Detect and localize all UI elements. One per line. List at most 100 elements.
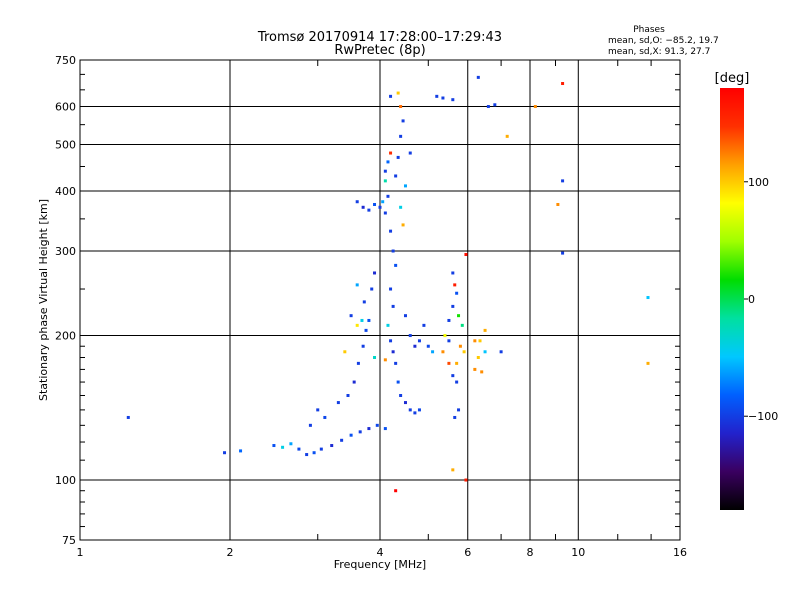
data-point — [389, 94, 393, 98]
data-point — [352, 380, 356, 384]
data-point — [346, 394, 350, 398]
data-point — [330, 444, 334, 448]
colorbar-tick-label: 0 — [748, 293, 755, 306]
x-tick-label: 1 — [77, 546, 84, 559]
chart-title: Tromsø 20170914 17:28:00–17:29:43 — [257, 30, 502, 45]
data-point — [476, 75, 480, 79]
data-point — [453, 283, 457, 287]
data-point — [447, 339, 451, 343]
data-point — [399, 394, 403, 398]
colorbar-gradient — [720, 88, 744, 510]
data-point — [455, 291, 459, 295]
data-point — [486, 105, 490, 109]
data-point — [358, 430, 362, 434]
data-point — [126, 415, 130, 419]
data-point — [386, 194, 390, 198]
data-point — [319, 447, 323, 451]
x-tick-label: 2 — [227, 546, 234, 559]
data-point — [505, 134, 509, 138]
data-point — [453, 415, 457, 419]
data-point — [383, 358, 387, 362]
data-point — [451, 304, 455, 308]
data-point — [394, 489, 398, 493]
data-point — [455, 361, 459, 365]
data-point — [355, 323, 359, 327]
data-point — [396, 380, 400, 384]
data-point — [457, 314, 461, 318]
data-point — [383, 179, 387, 183]
data-point — [394, 263, 398, 267]
data-point — [493, 103, 497, 107]
x-tick-label: 16 — [673, 546, 687, 559]
data-point — [349, 314, 353, 318]
data-point — [399, 134, 403, 138]
data-point — [483, 328, 487, 332]
data-point — [561, 251, 565, 255]
data-point — [367, 427, 371, 431]
data-point — [389, 151, 393, 155]
data-point — [408, 151, 412, 155]
data-point — [360, 318, 364, 322]
data-point — [480, 370, 484, 374]
data-point — [386, 160, 390, 164]
data-point — [316, 408, 320, 412]
y-tick-label: 600 — [55, 101, 76, 114]
data-point — [391, 249, 395, 253]
data-point — [401, 223, 405, 227]
data-point — [355, 283, 359, 287]
colorbar-ticks: 100 0 −100 — [744, 176, 778, 423]
data-point — [458, 344, 462, 348]
phases-line-o: mean, sd,O: −85.2, 19.7 — [608, 36, 719, 46]
data-point — [239, 449, 243, 453]
data-point — [349, 433, 353, 437]
data-point — [289, 442, 293, 446]
data-point — [457, 408, 461, 412]
data-point — [646, 296, 650, 300]
data-point — [533, 105, 537, 109]
y-tick-label: 75 — [62, 534, 76, 547]
data-point — [447, 318, 451, 322]
data-point — [391, 304, 395, 308]
data-point — [361, 205, 365, 209]
data-point — [455, 380, 459, 384]
x-tick-label: 6 — [464, 546, 471, 559]
data-point — [473, 339, 477, 343]
data-point — [391, 350, 395, 354]
data-point — [389, 287, 393, 291]
data-point — [464, 253, 468, 257]
data-point — [478, 339, 482, 343]
data-point — [408, 408, 412, 412]
data-point — [383, 169, 387, 173]
data-point — [464, 478, 468, 482]
x-tick-label: 4 — [377, 546, 384, 559]
colorbar-tick-label: −100 — [748, 410, 778, 423]
y-tick-label: 200 — [55, 330, 76, 343]
data-point — [441, 96, 445, 100]
colorbar-tick-label: 100 — [748, 176, 769, 189]
data-point — [462, 350, 466, 354]
data-point — [417, 408, 421, 412]
data-point — [556, 202, 560, 206]
data-point — [323, 415, 327, 419]
data-point — [413, 344, 417, 348]
x-axis-label: Frequency [MHz] — [334, 558, 426, 571]
y-tick-label: 750 — [55, 54, 76, 67]
data-point — [370, 287, 374, 291]
data-point — [389, 339, 393, 343]
data-point — [473, 367, 477, 371]
data-point — [223, 451, 227, 455]
data-point — [383, 211, 387, 215]
data-point — [403, 184, 407, 188]
data-point — [417, 339, 421, 343]
data-point — [364, 328, 368, 332]
data-point — [399, 205, 403, 209]
x-tick-label: 8 — [527, 546, 534, 559]
data-point — [396, 91, 400, 95]
data-point — [408, 334, 412, 338]
data-point — [355, 200, 359, 204]
grid — [80, 60, 680, 540]
data-point — [340, 438, 344, 442]
data-point — [403, 314, 407, 318]
data-point — [378, 205, 382, 209]
